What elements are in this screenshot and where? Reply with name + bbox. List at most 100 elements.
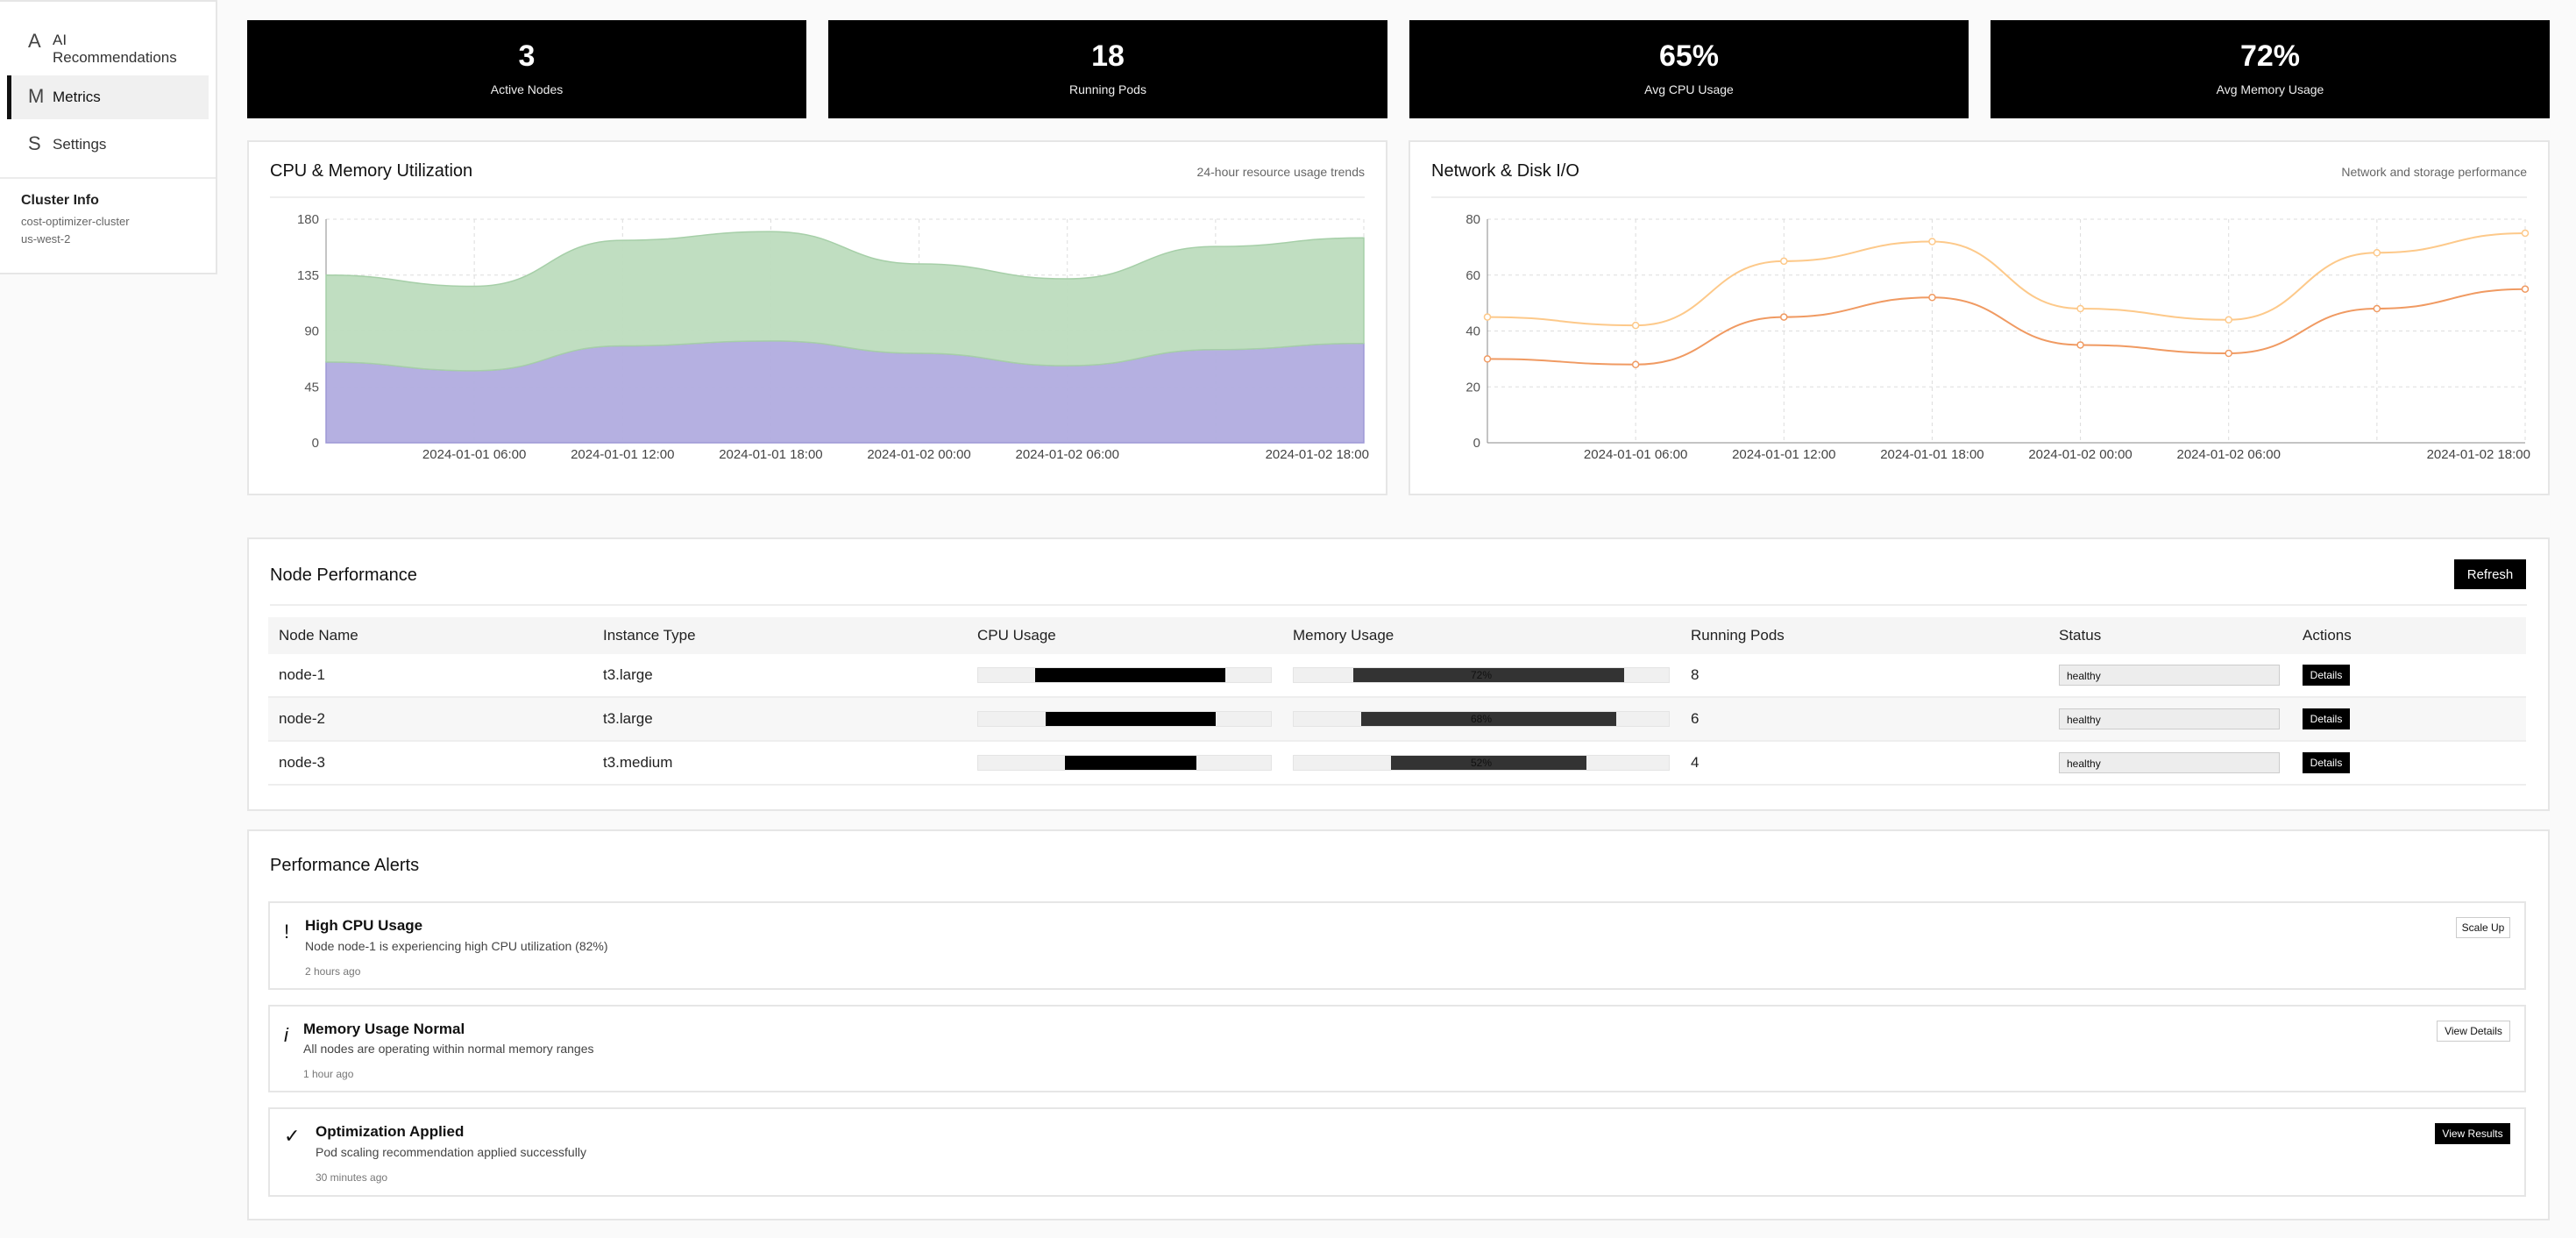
- y-tick-label: 60: [1465, 268, 1480, 283]
- view-details-button[interactable]: View Details: [2437, 1021, 2510, 1042]
- cluster-info-title: Cluster Info: [21, 193, 99, 208]
- x-tick-label: 2024-01-01 18:00: [719, 447, 822, 462]
- network-disk-chart: 0 20 40 60 80 2024-01-01 06:00 2024-01-01 12:0…: [1465, 212, 2530, 462]
- node-table: Node Name Instance Type CPU Usage Memory…: [268, 617, 2526, 786]
- y-tick-label: 90: [304, 324, 319, 339]
- data-point: [2373, 304, 2381, 313]
- y-tick-label: 80: [1465, 212, 1480, 227]
- alert-title: High CPU Usage: [305, 917, 423, 934]
- cpu-memory-panel: CPU & Memory Utilization 24-hour resourc…: [247, 140, 1387, 495]
- node-name: node-2: [279, 710, 325, 727]
- instance-type: t3.large: [603, 666, 653, 683]
- checkmark-icon: ✓: [284, 1125, 301, 1147]
- data-point: [1631, 321, 1640, 330]
- column-header[interactable]: Instance Type: [603, 627, 696, 644]
- cluster-region: us-west-2: [21, 232, 71, 245]
- cpu-usage-bar: [977, 667, 1272, 683]
- stat-card-active-nodes: 3 Active Nodes: [247, 20, 806, 118]
- table-header: Node Name Instance Type CPU Usage Memory…: [268, 617, 2526, 654]
- data-point: [1631, 360, 1640, 368]
- x-tick-label: 2024-01-01 12:00: [1732, 447, 1835, 462]
- data-point: [1928, 294, 1936, 302]
- alert-title: Optimization Applied: [316, 1123, 465, 1140]
- details-button[interactable]: Details: [2303, 708, 2350, 729]
- sidebar-item-settings[interactable]: S Settings: [7, 123, 209, 167]
- node-name: node-3: [279, 754, 325, 771]
- data-point: [1780, 313, 1788, 321]
- memory-usage-label: 68%: [1470, 713, 1493, 725]
- node-name: node-1: [279, 666, 325, 683]
- column-header[interactable]: CPU Usage: [977, 627, 1056, 644]
- y-tick-label: 0: [1473, 436, 1480, 451]
- memory-usage-fill: [1391, 756, 1586, 770]
- cpu-usage-bar: [977, 755, 1272, 771]
- instance-type: t3.medium: [603, 754, 673, 771]
- panel-subtitle: 24-hour resource usage trends: [1196, 165, 1365, 179]
- memory-usage-label: 52%: [1470, 757, 1493, 769]
- stat-value: 3: [518, 39, 536, 73]
- stat-card-running-pods: 18 Running Pods: [828, 20, 1387, 118]
- alert-time: 2 hours ago: [305, 965, 361, 978]
- column-header[interactable]: Node Name: [279, 627, 358, 644]
- instance-type: t3.large: [603, 710, 653, 727]
- y-tick-label: 20: [1465, 380, 1480, 395]
- table-row: node-1 t3.large 72% 8 healthy Details: [268, 654, 2526, 698]
- panel-title: Performance Alerts: [270, 856, 420, 875]
- y-tick-label: 0: [312, 436, 319, 451]
- status-badge: healthy: [2059, 708, 2280, 729]
- data-point: [2076, 304, 2084, 313]
- info-icon: i: [284, 1024, 288, 1046]
- memory-usage-bar: 72%: [1293, 667, 1670, 683]
- panel-title: Node Performance: [270, 566, 417, 585]
- line-series-2: [1487, 288, 2526, 366]
- table-row: node-2 t3.large 68% 6 healthy Details: [268, 698, 2526, 742]
- view-results-button[interactable]: View Results: [2435, 1123, 2510, 1144]
- y-tick-label: 180: [297, 212, 319, 227]
- scale-up-button[interactable]: Scale Up: [2456, 917, 2510, 938]
- data-point: [1928, 238, 1936, 245]
- details-button[interactable]: Details: [2303, 752, 2350, 773]
- alert-message: All nodes are operating within normal me…: [303, 1042, 594, 1056]
- data-point: [2225, 316, 2232, 324]
- cpu-usage-fill: [1045, 712, 1216, 726]
- area-series-2: [325, 231, 1365, 372]
- sidebar-item-label: AI Recommendations: [53, 32, 177, 66]
- memory-usage-label: 72%: [1470, 669, 1493, 681]
- details-button[interactable]: Details: [2303, 665, 2350, 686]
- panel-header: Network & Disk I/O Network and storage p…: [1431, 142, 2527, 198]
- panel-header: CPU & Memory Utilization 24-hour resourc…: [270, 142, 1365, 198]
- refresh-button[interactable]: Refresh: [2454, 559, 2526, 589]
- stat-label: Running Pods: [1069, 82, 1146, 96]
- stat-label: Avg CPU Usage: [1644, 82, 1734, 96]
- metrics-icon: M: [28, 85, 45, 107]
- stat-value: 65%: [1658, 39, 1720, 73]
- cpu-memory-chart: 0 45 90 135 180 2024-01-01 06:00 2024-01-01 12…: [297, 212, 1369, 462]
- column-header[interactable]: Running Pods: [1691, 627, 1785, 644]
- memory-usage-bar: 68%: [1293, 711, 1670, 727]
- data-point: [1483, 355, 1492, 363]
- memory-usage-fill: [1361, 712, 1617, 726]
- column-header[interactable]: Status: [2059, 627, 2102, 644]
- stat-value: 18: [1091, 39, 1125, 73]
- data-point: [2225, 349, 2232, 358]
- alert-message: Pod scaling recommendation applied succe…: [316, 1145, 586, 1159]
- data-point: [2521, 229, 2530, 238]
- x-tick-label: 2024-01-02 06:00: [1015, 447, 1118, 462]
- alert-title: Memory Usage Normal: [303, 1021, 465, 1037]
- ai-recommendations-icon: A: [28, 30, 41, 52]
- cluster-info: Cluster Info cost-optimizer-cluster us-w…: [0, 177, 216, 245]
- sidebar-item-ai-recommendations[interactable]: A AI Recommendations: [7, 26, 209, 72]
- running-pods: 6: [1691, 710, 1700, 727]
- status-badge: healthy: [2059, 752, 2280, 773]
- cpu-usage-bar: [977, 711, 1272, 727]
- data-point: [2373, 249, 2381, 257]
- stat-label: Active Nodes: [490, 82, 564, 96]
- x-tick-label: 2024-01-02 06:00: [2176, 447, 2280, 462]
- column-header[interactable]: Actions: [2303, 627, 2352, 644]
- x-tick-label: 2024-01-02 00:00: [867, 447, 970, 462]
- column-header[interactable]: Memory Usage: [1293, 627, 1394, 644]
- alert-message: Node node-1 is experiencing high CPU uti…: [305, 939, 608, 953]
- alert-time: 1 hour ago: [303, 1068, 354, 1080]
- network-disk-panel: Network & Disk I/O Network and storage p…: [1409, 140, 2550, 495]
- sidebar-item-metrics[interactable]: M Metrics: [7, 75, 209, 119]
